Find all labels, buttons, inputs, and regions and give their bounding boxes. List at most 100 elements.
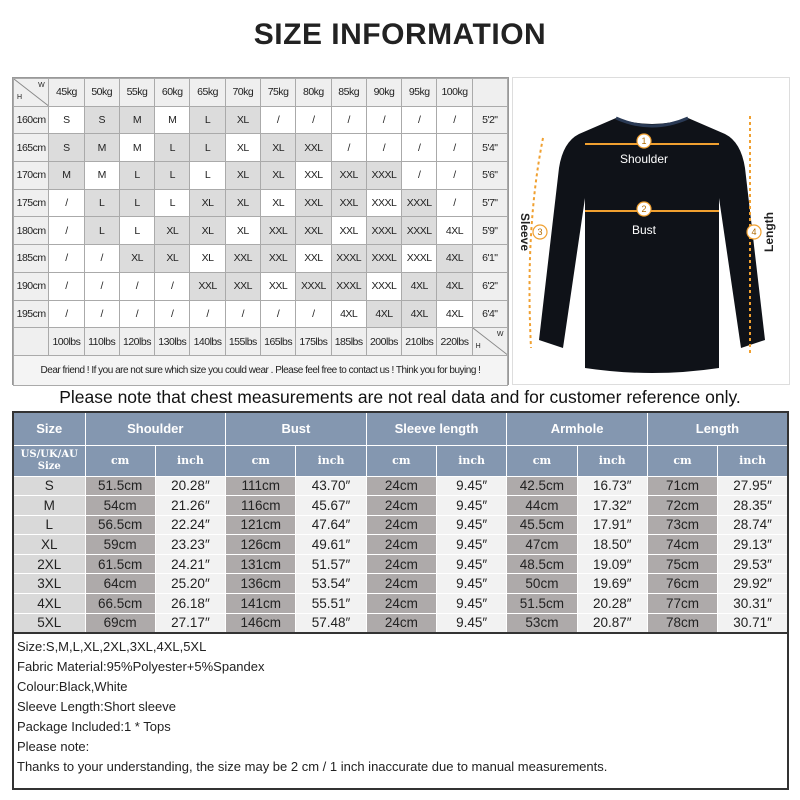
inch-value: 28.35″ [717,495,789,516]
cm-value: 24cm [366,534,437,555]
size-cell: / [436,188,473,218]
inch-value: 29.13″ [717,534,789,555]
group-header: Armhole [506,411,648,446]
size-row: L 56.5cm 22.24″ 121cm 47.64″ 24cm 9.45″ 45.5cm 1… [13,515,789,536]
inch-value: 23.23″ [155,534,227,555]
size-row: S 51.5cm 20.28″ 111cm 43.70″ 24cm 9.45″ 42.5cm 1… [13,476,789,497]
cm-value: 48.5cm [506,554,578,575]
size-cell: / [330,133,367,163]
size-cell: 4XL [436,271,473,301]
cm-value: 69cm [85,613,156,634]
shoulder-label: Shoulder [620,152,668,166]
inch-value: 9.45″ [436,593,508,614]
empty-cell [12,327,50,356]
size-name: 3XL [13,573,86,595]
inch-value: 47.64″ [295,515,367,536]
size-cell: / [401,161,438,190]
size-cell: XXXL [295,271,332,301]
size-cell: L [154,161,191,190]
height-row: 190cm / / / / XXL XXL XXL XXXL XXXL XXXL 4XL 4XL 6'2" [12,271,509,301]
size-cell: L [189,133,226,163]
inch-value: 53.54″ [295,573,367,595]
inch-value: 17.91″ [577,515,648,536]
inch-value: 9.45″ [436,515,508,536]
height-cm: 170cm [12,161,50,190]
inch-value: 19.09″ [577,554,648,575]
size-cell: XXL [189,271,226,301]
size-cell: XL [189,244,226,273]
label-num-1: 1 [641,136,646,146]
size-cell: / [295,105,332,135]
size-cell: XXL [330,188,367,218]
cm-value: 141cm [225,593,297,614]
size-cell: XXXL [365,161,403,190]
weight-kg-header: 45kg [48,78,85,107]
inch-value: 55.51″ [295,593,367,614]
size-cell: / [365,105,403,135]
size-cell: / [401,105,438,135]
height-row: 195cm / / / / / / //4XL 4XL 4XL 4XL 6'4" [12,299,509,329]
inch-value: 16.73″ [577,476,648,497]
height-ft: 6'4" [471,299,509,329]
size-cell: S [48,133,85,163]
corner-h: H [475,342,481,350]
weight-kg-header: 90kg [365,78,403,107]
size-cell: XXL [259,271,297,301]
corner-h: H [17,93,22,101]
inch-value: 24.21″ [155,554,227,575]
size-name: S [13,476,86,497]
empty-cell [471,78,509,107]
size-cell: L [118,216,156,246]
size-cell: L [118,188,156,218]
weight-kg-header: 75kg [259,78,297,107]
size-cell: / [118,271,156,301]
inch-value: 43.70″ [295,476,367,497]
unit-inch-header: inch [717,444,789,477]
unit-cm-header: cm [365,444,437,477]
info-line: Package Included:1 * Tops [17,719,171,734]
info-line: Please note: [17,739,90,754]
unit-inch-header: inch [154,444,227,477]
size-cell: XXL [224,271,261,301]
height-row: 180cm / L L XL XL XL XXL XXL XXL XXXL XXXL 4XL 5'9" [12,216,509,246]
height-cm: 180cm [12,216,50,246]
group-header: Length [646,411,789,446]
size-cell: XXXL [365,244,403,273]
cm-value: 45.5cm [506,515,578,536]
height-ft: 5'4" [471,133,509,163]
size-cell: / [154,299,191,329]
height-cm: 190cm [12,271,50,301]
cm-value: 24cm [366,593,437,614]
size-sub-header: US/UK/AU Size [12,444,86,477]
group-header: Bust [225,411,367,446]
size-cell: XXXL [330,244,367,273]
size-cell: / [401,133,438,163]
size-cell: XXXL [401,188,438,218]
size-cell: / [295,299,332,329]
cm-value: 78cm [647,613,719,634]
weight-kg-header: 60kg [154,78,191,107]
height-ft: 5'6" [471,161,509,190]
size-name: L [13,515,86,536]
sleeve-label: Sleeve [518,213,532,251]
size-name: XL [13,534,86,555]
size-cell: / [48,216,85,246]
size-cell: M [83,133,120,163]
size-cell: M [83,161,120,190]
size-cell: L [154,188,191,218]
size-name: 4XL [13,593,86,614]
weight-kg-header: 55kg [118,78,156,107]
cm-value: 146cm [225,613,297,634]
size-cell: / [83,244,120,273]
cm-value: 66.5cm [85,593,156,614]
size-cell: / [224,299,261,329]
size-cell: XL [224,188,261,218]
weight-kg-header: 65kg [189,78,226,107]
size-cell: S [48,105,85,135]
height-row: 170cm M M L L L XL XL XXL XXL XXXL //5'6" [12,161,509,190]
size-cell: L [189,105,226,135]
weight-header-row: H W 45kg 50kg 55kg 60kg 65kg 70kg 75kg 80kg 85kg 90… [12,78,509,107]
group-header: Sleeve length [365,411,508,446]
garment-measurement-diagram: 1 2 3 4 Shoulder Bust Sleeve Length [512,77,790,385]
